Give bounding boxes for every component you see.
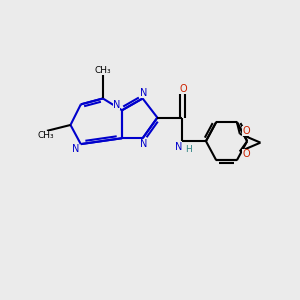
Text: O: O	[179, 84, 187, 94]
Text: N: N	[175, 142, 182, 152]
Text: N: N	[113, 100, 120, 110]
Text: H: H	[185, 145, 192, 154]
Text: CH₃: CH₃	[94, 66, 111, 75]
Text: N: N	[72, 144, 79, 154]
Text: N: N	[140, 88, 147, 98]
Text: O: O	[242, 126, 250, 136]
Text: N: N	[140, 139, 147, 148]
Text: O: O	[242, 149, 250, 159]
Text: CH₃: CH₃	[37, 131, 54, 140]
